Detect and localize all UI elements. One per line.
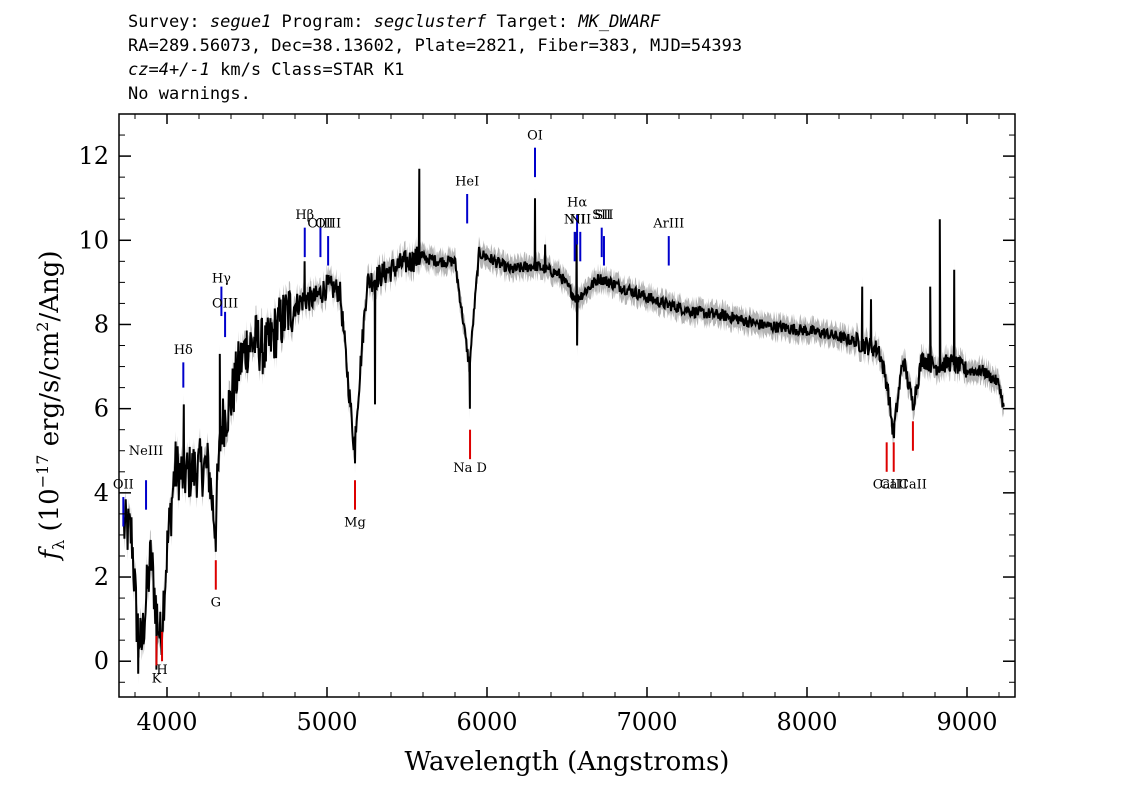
error-band-area [123, 158, 1004, 685]
x-tick-label: 6000 [456, 708, 517, 736]
redshift-class: km/s Class=STAR K1 [209, 60, 405, 80]
absorption-label-caii: CaII [873, 478, 901, 493]
absorption-label-g: G [211, 595, 221, 610]
emission-label-h-: Hδ [174, 343, 193, 358]
y-tick-label: 0 [94, 647, 109, 675]
emission-label-nii: NII [569, 212, 591, 227]
emission-label-sii: SII [592, 208, 611, 223]
x-tick-label: 5000 [296, 708, 357, 736]
y-tick-label: 4 [94, 479, 109, 507]
x-tick-label: 4000 [136, 708, 197, 736]
program-value: segclusterf [373, 12, 487, 32]
absorption-label-k: K [152, 671, 162, 686]
program-key: Program: [271, 12, 374, 32]
absorption-label-mg: Mg [344, 516, 366, 531]
x-tick-label: 7000 [616, 708, 677, 736]
spectrum-header: Survey: segue1 Program: segclusterf Targ… [128, 10, 742, 106]
y-tick-label: 8 [94, 310, 109, 338]
y-title-end: /Ang) [35, 250, 65, 321]
emission-label-h-: Hγ [212, 271, 231, 286]
y-title-exp2: 2 [33, 322, 52, 332]
error-band [123, 158, 1004, 685]
redshift-value: cz=4+/-1 [128, 60, 210, 80]
x-tick-label: 9000 [936, 708, 997, 736]
emission-label-oii: OII [113, 478, 134, 493]
emission-label-ariii: ArIII [652, 217, 684, 232]
header-line-redshift: cz=4+/-1 km/s Class=STAR K1 [128, 58, 742, 82]
emission-label-oiii: OIII [212, 297, 238, 312]
absorption-label-caii: CaII [880, 478, 908, 493]
y-title-mid2: erg/s/cm [35, 332, 65, 455]
y-axis-title: fλ (10−17 erg/s/cm2/Ang) [33, 250, 68, 561]
absorption-label-caii: CaII [899, 478, 927, 493]
absorption-label-na-d: Na D [453, 461, 487, 476]
target-value: MK_DWARF [578, 12, 661, 32]
survey-value: segue1 [209, 12, 272, 32]
emission-label-hei: HeI [455, 175, 479, 190]
header-line-coordinates: RA=289.56073, Dec=38.13602, Plate=2821, … [128, 36, 743, 56]
y-tick-label: 12 [78, 142, 109, 170]
x-tick-label: 8000 [776, 708, 837, 736]
emission-label-h-: Hβ [295, 208, 314, 223]
emission-label-neiii: NeIII [129, 444, 163, 459]
x-axis-title: Wavelength (Angstroms) [405, 747, 730, 777]
y-tick-label: 2 [94, 563, 109, 591]
y-title-sub: λ [49, 540, 68, 550]
plot-frame [118, 113, 1016, 698]
emission-label-oi: OI [527, 128, 543, 143]
emission-label-sii: SII [594, 208, 613, 223]
y-title-mid: (10 [35, 488, 65, 540]
header-line-survey: Survey: segue1 Program: segclusterf Targ… [128, 10, 742, 34]
emission-label-h-: Hα [567, 196, 587, 211]
y-tick-label: 6 [94, 395, 109, 423]
emission-label-nii: NII [564, 212, 586, 227]
y-title-exp1: −17 [33, 455, 52, 489]
absorption-label-h: H [156, 663, 167, 678]
y-tick-label: 10 [78, 226, 109, 254]
spectrum-line [122, 168, 1005, 674]
emission-label-oiii: OIII [315, 217, 341, 232]
emission-label-oiii: OIII [307, 217, 333, 232]
target-key: Target: [486, 12, 579, 32]
survey-key: Survey: [128, 12, 210, 32]
axis-ticks: 4000 5000 6000 7000 8000 9000 0 2 4 6 8 10 12 [78, 114, 1015, 736]
header-line-warnings: No warnings. [128, 84, 251, 104]
spectrum-series [122, 168, 1005, 674]
